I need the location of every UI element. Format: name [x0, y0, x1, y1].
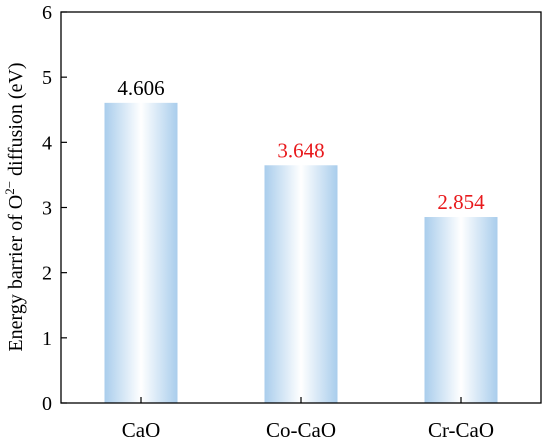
- y-axis-title: Energy barrier of O2− diffusion (eV): [2, 62, 27, 351]
- value-label-cr-cao: 2.854: [437, 190, 485, 214]
- plot-frame: [60, 11, 542, 404]
- x-tick-label-cr-cao: Cr-CaO: [428, 418, 494, 442]
- y-tick-label: 4: [42, 132, 52, 154]
- y-tick-label: 0: [42, 393, 52, 415]
- bar-co-cao: [264, 165, 338, 403]
- value-labels-group: 4.606 3.648 2.854: [117, 76, 485, 214]
- y-axis-title-superscript: 2−: [2, 181, 17, 195]
- x-tick-label-co-cao: Co-CaO: [266, 418, 336, 442]
- value-label-co-cao: 3.648: [277, 138, 324, 162]
- y-axis-title-suffix: diffusion (eV): [5, 62, 27, 181]
- value-label-cao: 4.606: [117, 76, 164, 100]
- y-tick-label: 2: [42, 263, 52, 285]
- y-tick-label: 5: [42, 67, 52, 89]
- x-axis-ticks: CaO Co-CaO Cr-CaO: [122, 397, 494, 442]
- y-axis-ticks: 0 1 2 3 4 5 6: [42, 2, 67, 415]
- bars-group: [104, 102, 498, 403]
- y-axis-title-prefix: Energy barrier of O: [5, 195, 27, 352]
- bar-cr-cao: [424, 217, 498, 403]
- y-tick-label: 3: [42, 198, 52, 220]
- bar-cao: [104, 102, 178, 403]
- x-tick-label-cao: CaO: [122, 418, 161, 442]
- y-tick-label: 6: [42, 2, 52, 24]
- y-tick-label: 1: [42, 328, 52, 350]
